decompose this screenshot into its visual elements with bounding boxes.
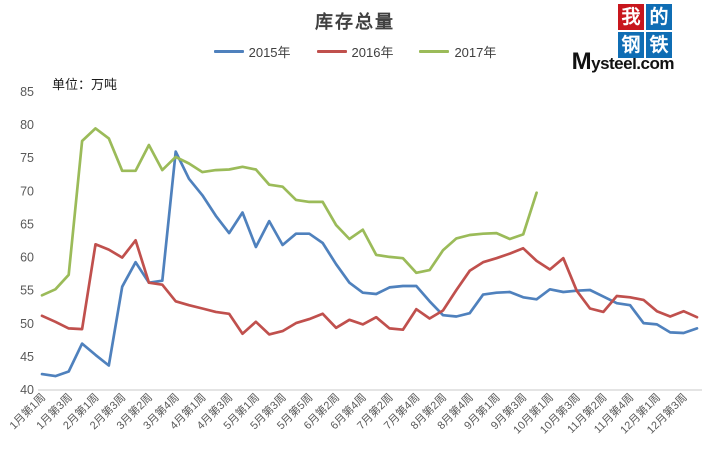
- y-axis-tick-label: 40: [20, 383, 34, 397]
- legend-item-2017: 2017年: [419, 42, 496, 61]
- page-title: 库存总量: [315, 12, 395, 32]
- legend-swatch-2017: [419, 50, 450, 53]
- legend-swatch-2016: [316, 50, 347, 53]
- y-axis-tick-label: 70: [20, 184, 34, 198]
- logo-char-gang: 钢: [618, 32, 644, 58]
- legend-item-2015: 2015年: [213, 42, 291, 61]
- mysteel-logo-grid: 我 的 钢 铁: [618, 4, 672, 58]
- logo-char-wo: 我: [618, 4, 644, 30]
- mysteel-wordmark: Mysteel.com: [571, 48, 675, 76]
- legend-swatch-2015: [213, 50, 244, 53]
- unit-label: 单位：万吨: [52, 77, 118, 92]
- y-axis-tick-label: 60: [20, 251, 34, 265]
- logo-char-tie: 铁: [646, 32, 672, 58]
- wordmark-rest: ysteel.com: [591, 54, 674, 73]
- y-axis-tick-label: 55: [20, 284, 34, 298]
- series-line-2017年: [40, 127, 538, 297]
- legend-label-2017: 2017年: [454, 45, 497, 60]
- legend-label-2016: 2016年: [351, 45, 394, 60]
- mysteel-logo: 我 的 钢 铁 Mysteel.com: [572, 4, 674, 75]
- y-axis-tick-label: 45: [20, 350, 34, 364]
- y-axis-tick-label: 80: [20, 118, 34, 132]
- wordmark-initial: M: [571, 48, 592, 75]
- y-axis-tick-label: 65: [20, 217, 34, 231]
- series-line-2015年: [40, 150, 699, 378]
- y-axis-tick-label: 85: [20, 85, 34, 99]
- y-axis-tick-label: 75: [20, 151, 34, 165]
- legend-item-2016: 2016年: [316, 42, 394, 61]
- legend-label-2015: 2015年: [248, 45, 291, 60]
- series-line-2016年: [40, 238, 699, 336]
- y-axis-tick-label: 50: [20, 317, 34, 331]
- chart-legend: 2015年 2016年 2017年: [0, 42, 710, 61]
- logo-char-de: 的: [646, 4, 672, 30]
